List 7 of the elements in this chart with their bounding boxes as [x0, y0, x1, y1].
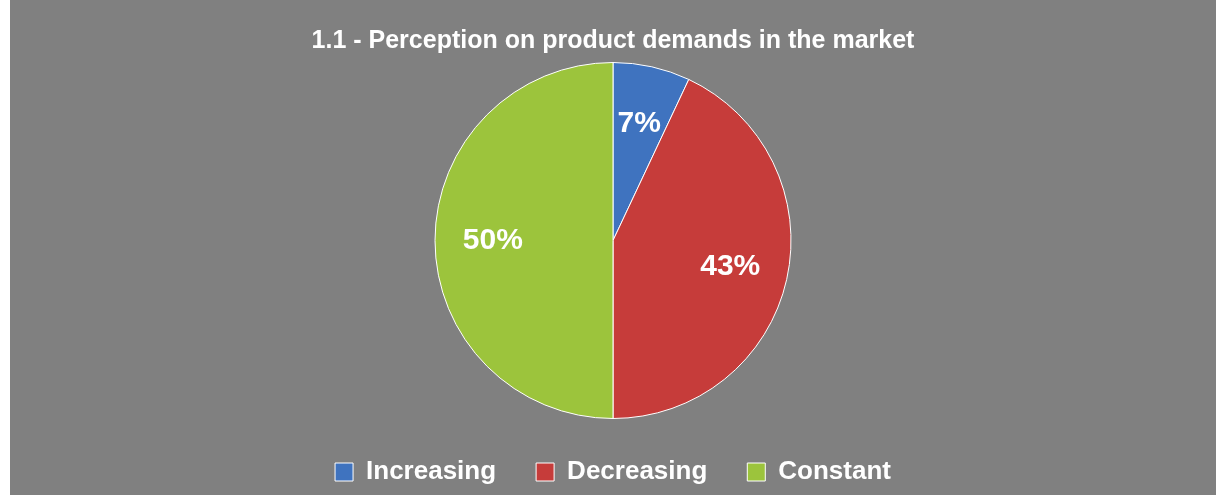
- legend-label: Constant: [778, 455, 892, 486]
- legend-label: Increasing: [366, 455, 497, 486]
- chart-title: 1.1 - Perception on product demands in the market: [311, 24, 916, 53]
- data-label: 43%: [700, 247, 761, 281]
- legend-label: Decreasing: [567, 455, 708, 486]
- data-label: 7%: [617, 104, 661, 138]
- data-label: 50%: [462, 221, 523, 255]
